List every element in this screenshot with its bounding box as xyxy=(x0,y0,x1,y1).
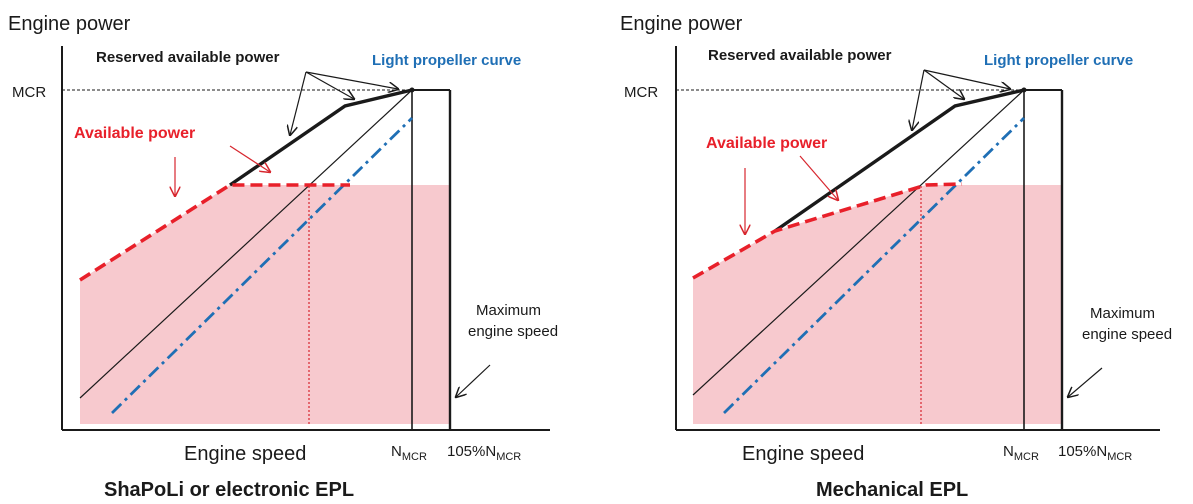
caption-right: Mechanical EPL xyxy=(816,479,968,501)
caption-left: ShaPoLi or electronic EPL xyxy=(104,479,354,501)
n-mcr-label: NMCR xyxy=(1003,443,1039,463)
available-pointer-2 xyxy=(799,155,838,200)
available-pointer-2 xyxy=(229,145,270,172)
reserved-pointer-3 xyxy=(923,69,1010,89)
max-speed-label-line2: engine speed xyxy=(1082,326,1172,343)
reserved-power-line xyxy=(229,88,413,187)
mcr-label: MCR xyxy=(624,84,658,101)
propeller-label: Light propeller curve xyxy=(984,52,1133,69)
max-speed-label-line1: Maximum xyxy=(476,302,541,319)
reserved-power-label: Reserved available power xyxy=(708,47,892,64)
y-axis-label: Engine power xyxy=(620,13,743,35)
y-axis-label: Engine power xyxy=(8,13,131,35)
x-axis-label: Engine speed xyxy=(184,443,306,465)
available-power-line xyxy=(692,182,963,280)
heavy-propeller-line xyxy=(79,89,413,399)
propeller-label: Light propeller curve xyxy=(372,52,521,69)
reserved-pointer-2 xyxy=(305,71,354,99)
reserved-pointer-1 xyxy=(912,69,925,130)
max-speed-pointer xyxy=(1068,367,1103,397)
panel-left: Engine power Engine speed MCR Reserved a… xyxy=(8,13,558,501)
n-mcr-105-label: 105%NMCR xyxy=(447,443,521,463)
max-speed-pointer xyxy=(456,364,491,397)
light-propeller-curve xyxy=(723,117,1025,414)
light-propeller-curve xyxy=(111,117,413,414)
panel-right: Engine power Engine speed MCR Reserved a… xyxy=(620,13,1172,501)
max-speed-label-line2: engine speed xyxy=(468,323,558,340)
available-region xyxy=(693,185,1062,424)
x-axis-label: Engine speed xyxy=(742,443,864,465)
reserved-pointer-2 xyxy=(923,69,964,99)
available-power-label: Available power xyxy=(74,125,195,142)
n-mcr-label: NMCR xyxy=(391,443,427,463)
reserved-pointer-3 xyxy=(305,71,398,89)
available-power-line xyxy=(79,183,350,282)
n-mcr-105-label: 105%NMCR xyxy=(1058,443,1132,463)
reserved-pointer-1 xyxy=(290,71,307,135)
reserved-power-label: Reserved available power xyxy=(96,49,280,66)
mcr-label: MCR xyxy=(12,84,46,101)
heavy-propeller-line xyxy=(692,89,1025,396)
available-power-label: Available power xyxy=(706,135,827,152)
max-speed-label-line1: Maximum xyxy=(1090,305,1155,322)
available-region xyxy=(80,185,450,424)
